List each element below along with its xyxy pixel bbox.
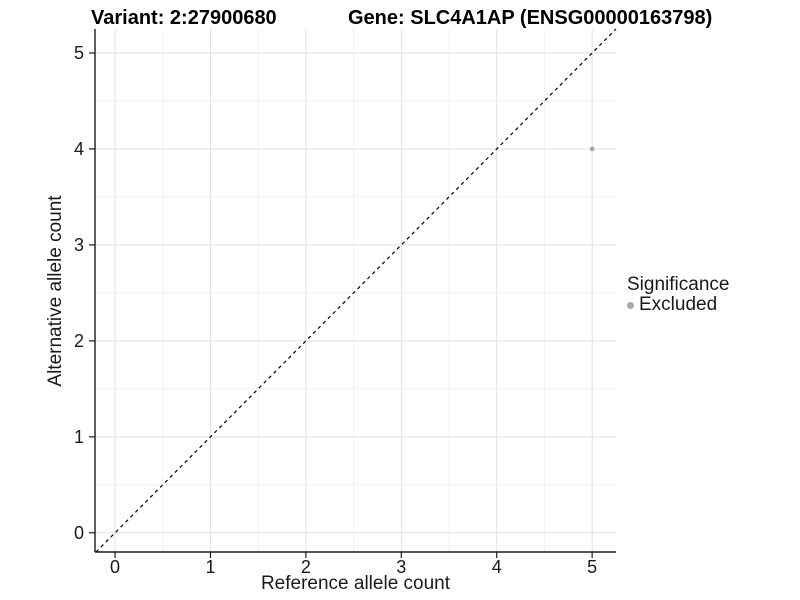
x-tick-label: 0 [110, 557, 120, 577]
x-axis-title: Reference allele count [260, 573, 451, 594]
y-tick-label: 1 [74, 427, 84, 447]
x-tick-label: 3 [396, 557, 406, 577]
excluded-point-icon [627, 301, 634, 309]
y-axis-title: Alternative allele count [45, 195, 66, 387]
data-point-excluded [589, 146, 595, 152]
identity-line [95, 28, 617, 553]
legend-title: Significance [627, 274, 730, 295]
gene-title: Gene: SLC4A1AP (ENSG00000163798) [348, 7, 713, 29]
x-tick-label: 5 [587, 557, 597, 577]
y-tick-label: 5 [74, 43, 84, 63]
legend-entry-label: Excluded [639, 294, 718, 315]
x-tick-label: 4 [492, 557, 502, 577]
legend-entry-excluded: Excluded [627, 295, 729, 315]
y-tick-label: 0 [74, 523, 84, 543]
y-tick-label: 2 [74, 331, 84, 351]
y-tick-label: 4 [74, 139, 84, 159]
x-tick-label: 2 [301, 557, 311, 577]
y-tick-label: 3 [74, 235, 84, 255]
x-tick-label: 1 [205, 557, 215, 577]
variant-title: Variant: 2:27900680 [91, 7, 277, 29]
legend: Significance Excluded [627, 275, 729, 315]
